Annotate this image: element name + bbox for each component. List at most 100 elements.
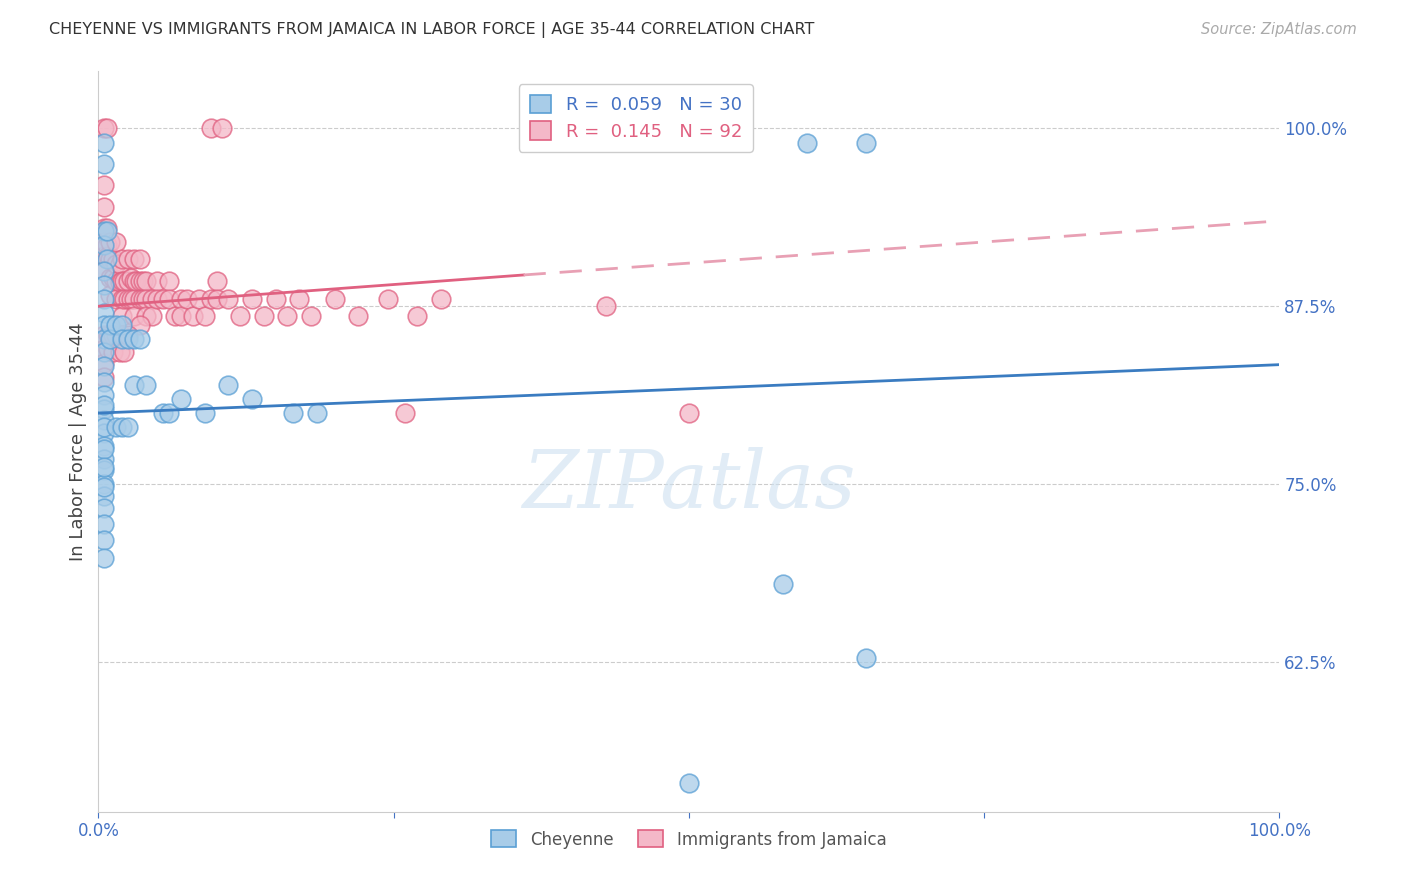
Point: [240, 292, 263, 306]
Point: [128, 332, 150, 346]
Point: [108, 275, 131, 289]
Point: [205, 292, 228, 306]
Point: [122, 332, 145, 346]
Point: [678, 776, 700, 790]
Point: [96, 224, 118, 238]
Point: [141, 310, 163, 324]
Point: [98, 332, 121, 346]
Point: [152, 292, 174, 306]
Point: [93, 238, 115, 252]
Point: [288, 292, 311, 306]
Point: [194, 406, 217, 420]
Point: [128, 292, 150, 306]
Point: [394, 406, 416, 420]
Point: [117, 327, 139, 342]
Point: [93, 370, 115, 384]
Point: [96, 221, 118, 235]
Point: [93, 533, 115, 547]
Point: [122, 252, 145, 267]
Point: [146, 292, 169, 306]
Point: [430, 292, 453, 306]
Point: [96, 238, 118, 252]
Point: [283, 406, 305, 420]
Point: [200, 121, 222, 136]
Point: [101, 270, 124, 285]
Point: [93, 375, 115, 389]
Point: [194, 310, 217, 324]
Point: [93, 480, 115, 494]
Point: [93, 306, 115, 320]
Point: [93, 224, 115, 238]
Point: [796, 136, 818, 150]
Point: [135, 292, 157, 306]
Point: [176, 292, 198, 306]
Point: [98, 252, 121, 267]
Point: [170, 392, 193, 406]
Point: [108, 344, 131, 359]
Point: [93, 263, 115, 277]
Point: [93, 157, 115, 171]
Point: [122, 274, 145, 288]
Point: [93, 249, 115, 264]
Point: [111, 274, 134, 288]
Point: [93, 136, 115, 150]
Point: [240, 392, 263, 406]
Point: [105, 292, 128, 306]
Point: [112, 344, 135, 359]
Point: [101, 252, 124, 267]
Point: [93, 477, 115, 491]
Point: [855, 136, 877, 150]
Point: [93, 425, 115, 440]
Point: [93, 489, 115, 503]
Point: [305, 406, 328, 420]
Y-axis label: In Labor Force | Age 35-44: In Labor Force | Age 35-44: [69, 322, 87, 561]
Point: [98, 288, 121, 302]
Point: [253, 310, 276, 324]
Point: [93, 442, 115, 456]
Point: [112, 292, 135, 306]
Point: [117, 292, 139, 306]
Point: [229, 310, 252, 324]
Point: [93, 517, 115, 532]
Point: [205, 274, 228, 288]
Point: [141, 292, 163, 306]
Point: [93, 451, 115, 466]
Point: [97, 327, 120, 342]
Point: [98, 327, 121, 342]
Point: [93, 401, 115, 416]
Point: [93, 318, 115, 332]
Point: [111, 327, 134, 342]
Point: [347, 310, 370, 324]
Point: [93, 263, 115, 277]
Point: [101, 344, 124, 359]
Point: [96, 252, 118, 267]
Point: [276, 310, 298, 324]
Point: [98, 318, 121, 332]
Point: [93, 463, 115, 477]
Point: [132, 274, 155, 288]
Point: [152, 406, 174, 420]
Point: [128, 252, 150, 267]
Point: [165, 310, 187, 324]
Point: [93, 235, 115, 250]
Point: [93, 387, 115, 401]
Point: [217, 377, 239, 392]
Point: [93, 277, 115, 292]
Point: [135, 377, 157, 392]
Legend: Cheyenne, Immigrants from Jamaica: Cheyenne, Immigrants from Jamaica: [485, 823, 893, 855]
Point: [111, 318, 134, 332]
Point: [121, 270, 143, 285]
Point: [135, 310, 157, 324]
Point: [105, 420, 128, 434]
Point: [406, 310, 429, 324]
Point: [117, 252, 139, 267]
Point: [112, 274, 135, 288]
Point: [157, 406, 180, 420]
Point: [377, 292, 399, 306]
Point: [117, 420, 139, 434]
Point: [101, 327, 124, 342]
Point: [187, 292, 209, 306]
Point: [93, 200, 115, 214]
Point: [299, 310, 322, 324]
Point: [111, 252, 134, 267]
